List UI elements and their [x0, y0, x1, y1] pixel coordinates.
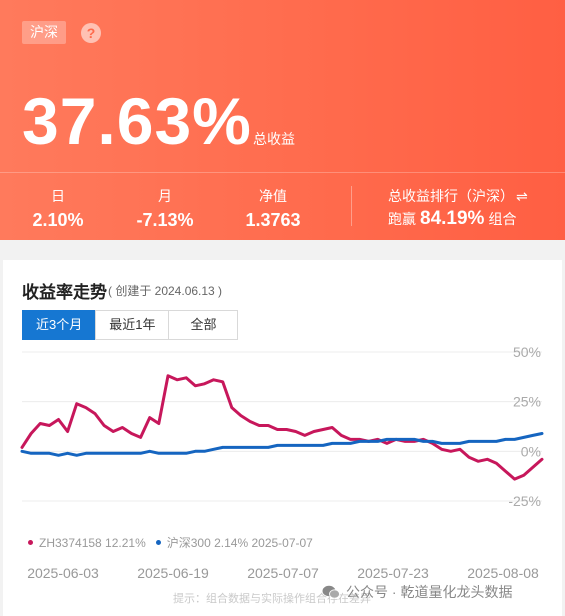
watermark: 公众号 · 乾道量化龙头数据 — [322, 582, 512, 602]
stat-label: 净值 — [259, 188, 287, 204]
watermark-text: 公众号 · 乾道量化龙头数据 — [346, 584, 513, 600]
rank-prefix: 跑赢 — [388, 211, 416, 227]
rank-value: 84.19% — [420, 208, 485, 229]
card-subtitle: ( 创建于 2024.06.13 ) — [108, 284, 223, 298]
portfolio-header: 沪深 ? 37.63% 总收益 日 2.10% 月 -7.13% 净值 1.37… — [0, 0, 565, 240]
return-trend-card: 收益率走势 ( 创建于 2024.06.13 ) 近3个月 最近1年 全部 — [3, 260, 562, 616]
header-divider — [0, 172, 565, 173]
chart-legend: ZH3374158 12.21% 沪深300 2.14% 2025-07-07 — [28, 534, 323, 551]
stat-nav: 净值 1.3763 — [238, 188, 308, 230]
help-icon[interactable]: ? — [81, 23, 101, 43]
market-tag[interactable]: 沪深 — [22, 21, 66, 44]
stat-daily: 日 2.10% — [30, 188, 86, 230]
legend-dot — [155, 540, 161, 545]
legend-item-portfolio[interactable]: ZH3374158 12.21% — [28, 536, 146, 550]
swap-icon[interactable]: ⇌ — [516, 188, 528, 204]
legend-item-benchmark[interactable]: 沪深300 2.14% 2025-07-07 — [155, 534, 313, 551]
data-tip: 提示：组合数据与实际操作组合存在差异 — [173, 593, 371, 605]
legend-text: ZH3374158 12.21% — [39, 535, 146, 550]
total-return-label: 总收益 — [253, 131, 295, 147]
stat-value: -7.13% — [136, 210, 194, 230]
stat-value: 2.10% — [32, 210, 84, 230]
rank-line: 跑赢 84.19% 组合 — [388, 208, 528, 230]
total-return-value: 37.63% — [22, 84, 252, 158]
rank-label: 总收益排行（沪深） ⇌ — [388, 188, 528, 204]
tab-3-months[interactable]: 近3个月 — [22, 310, 97, 340]
wechat-icon — [322, 585, 340, 599]
stat-monthly: 月 -7.13% — [130, 188, 200, 230]
legend-dot — [28, 540, 33, 545]
stat-label: 月 — [158, 188, 172, 204]
legend-text: 沪深300 2.14% 2025-07-07 — [166, 536, 313, 550]
range-tabs: 近3个月 最近1年 全部 — [22, 310, 239, 340]
tab-all[interactable]: 全部 — [168, 310, 239, 340]
stat-label: 日 — [51, 188, 65, 204]
card-title: 收益率走势 — [22, 283, 107, 302]
rank-block[interactable]: 总收益排行（沪深） ⇌ 跑赢 84.19% 组合 — [388, 188, 528, 230]
stat-value: 1.3763 — [245, 210, 301, 230]
tab-1-year[interactable]: 最近1年 — [95, 310, 170, 340]
rank-suffix: 组合 — [488, 211, 517, 227]
stats-separator — [351, 186, 352, 226]
rank-label-text: 总收益排行（沪深） — [388, 188, 514, 204]
